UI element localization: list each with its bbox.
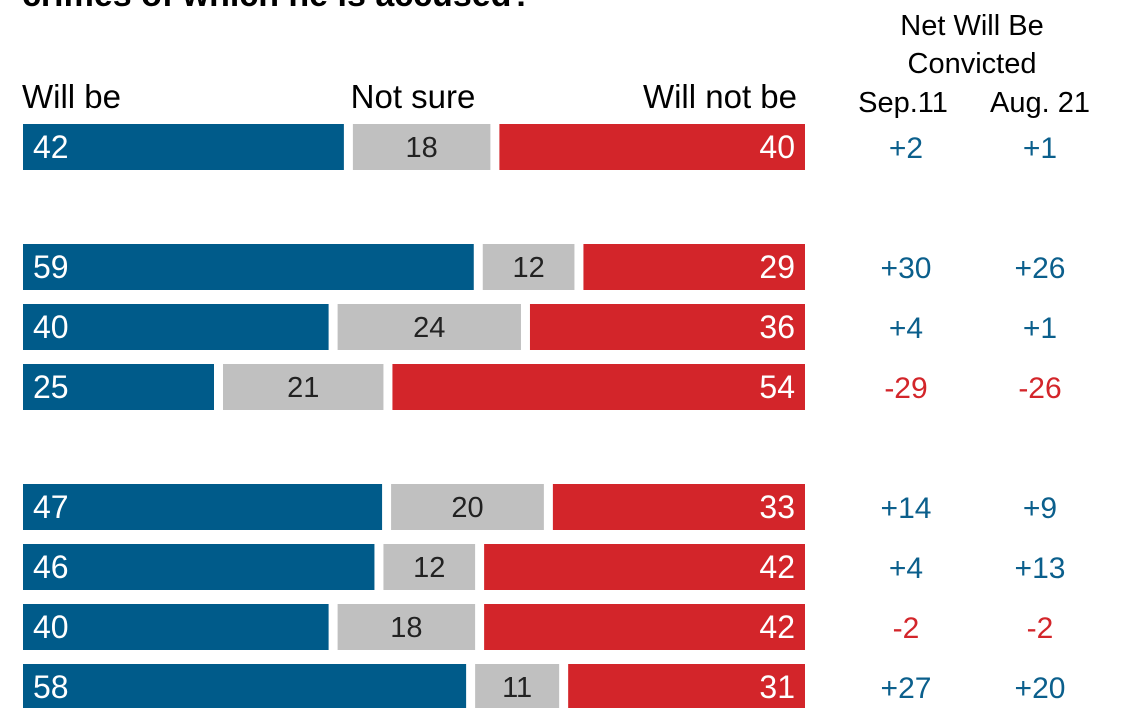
net-value-sep11: -29 — [884, 372, 927, 405]
bar-will-not-be — [529, 304, 805, 350]
bar-label-will-be: 40 — [33, 309, 69, 345]
net-header-aug21: Aug. 21 — [990, 87, 1090, 119]
net-value-aug21: +1 — [1023, 312, 1057, 345]
bar-will-be — [23, 124, 344, 170]
bar-will-not-be — [392, 364, 805, 410]
net-header-line2: Convicted — [908, 48, 1037, 80]
bar-label-will-not-be: 29 — [759, 249, 795, 285]
net-header-line1: Net Will Be — [900, 10, 1043, 42]
bar-not-sure — [475, 664, 560, 708]
bar-label-will-not-be: 31 — [759, 669, 795, 705]
bar-label-will-be: 58 — [33, 669, 69, 705]
bar-will-be — [23, 484, 383, 530]
bar-label-will-not-be: 40 — [759, 129, 795, 165]
bar-row: 42 18 40 — [23, 124, 805, 170]
bar-will-be — [23, 244, 474, 290]
bar-row: 25 21 54 — [23, 364, 805, 410]
net-value-sep11: +30 — [881, 252, 932, 285]
bar-label-will-be: 40 — [33, 609, 69, 645]
net-value-aug21: +20 — [1015, 672, 1066, 705]
bar-will-not-be — [568, 664, 805, 708]
legend-will-be: Will be — [22, 78, 121, 115]
bar-label-will-be: 42 — [33, 129, 69, 165]
bar-label-not-sure: 12 — [413, 552, 445, 584]
net-value-aug21: +26 — [1015, 252, 1066, 285]
net-value-sep11: -2 — [893, 612, 920, 645]
bar-not-sure — [337, 304, 521, 350]
bar-label-will-not-be: 33 — [759, 489, 795, 525]
bar-will-be — [23, 304, 329, 350]
bar-row: 40 18 42 — [23, 604, 805, 650]
net-header-sep11: Sep.11 — [858, 87, 948, 119]
bar-label-will-not-be: 42 — [759, 609, 795, 645]
bar-label-not-sure: 20 — [451, 492, 483, 524]
bar-will-be — [23, 544, 375, 590]
bar-label-not-sure: 18 — [390, 612, 422, 644]
bar-will-be — [23, 364, 214, 410]
bar-label-will-be: 25 — [33, 369, 69, 405]
bar-not-sure — [391, 484, 544, 530]
bar-will-not-be — [583, 244, 805, 290]
net-values-group: +2 +1 +30 +26 +4 +1 -29 -26 +14 +9 +4 +13 -2 -2 +27 +20 — [881, 132, 1066, 705]
bar-row: 40 24 36 — [23, 304, 805, 350]
bar-row: 59 12 29 — [23, 244, 805, 290]
bar-label-will-not-be: 42 — [759, 549, 795, 585]
bar-not-sure — [352, 124, 491, 170]
bar-row: 47 20 33 — [23, 484, 805, 530]
bar-not-sure — [383, 544, 476, 590]
net-value-sep11: +2 — [889, 132, 923, 165]
bar-label-will-not-be: 54 — [759, 369, 795, 405]
bar-label-will-be: 47 — [33, 489, 69, 525]
net-value-sep11: +27 — [881, 672, 932, 705]
bar-will-not-be — [552, 484, 805, 530]
bar-not-sure — [337, 604, 476, 650]
net-value-sep11: +4 — [889, 312, 923, 345]
bars-group: 42 18 40 59 12 29 40 24 36 25 21 54 47 20 33 46 12 42 40 18… — [23, 124, 805, 708]
legend-not-sure: Not sure — [351, 78, 476, 115]
net-value-sep11: +14 — [881, 492, 932, 525]
bar-label-will-not-be: 36 — [759, 309, 795, 345]
bar-label-not-sure: 12 — [512, 252, 544, 284]
bar-will-not-be — [499, 124, 805, 170]
bar-will-be — [23, 664, 467, 708]
bar-not-sure — [223, 364, 384, 410]
net-value-aug21: +1 — [1023, 132, 1057, 165]
bar-row: 58 11 31 — [23, 664, 805, 708]
legend-will-not-be: Will not be — [643, 78, 797, 115]
net-value-aug21: +13 — [1015, 552, 1066, 585]
net-value-aug21: -2 — [1027, 612, 1054, 645]
bar-not-sure — [482, 244, 575, 290]
bar-row: 46 12 42 — [23, 544, 805, 590]
chart-title: crimes of which he is accused? — [22, 0, 532, 14]
net-value-sep11: +4 — [889, 552, 923, 585]
net-value-aug21: -26 — [1018, 372, 1061, 405]
bar-label-not-sure: 21 — [287, 372, 319, 404]
bar-label-not-sure: 11 — [502, 672, 532, 704]
bar-label-not-sure: 24 — [413, 312, 445, 344]
bar-will-not-be — [484, 604, 805, 650]
bar-label-not-sure: 18 — [406, 132, 438, 164]
bar-label-will-be: 59 — [33, 249, 69, 285]
net-value-aug21: +9 — [1023, 492, 1057, 525]
bar-will-be — [23, 604, 329, 650]
bar-label-will-be: 46 — [33, 549, 69, 585]
bar-will-not-be — [484, 544, 805, 590]
